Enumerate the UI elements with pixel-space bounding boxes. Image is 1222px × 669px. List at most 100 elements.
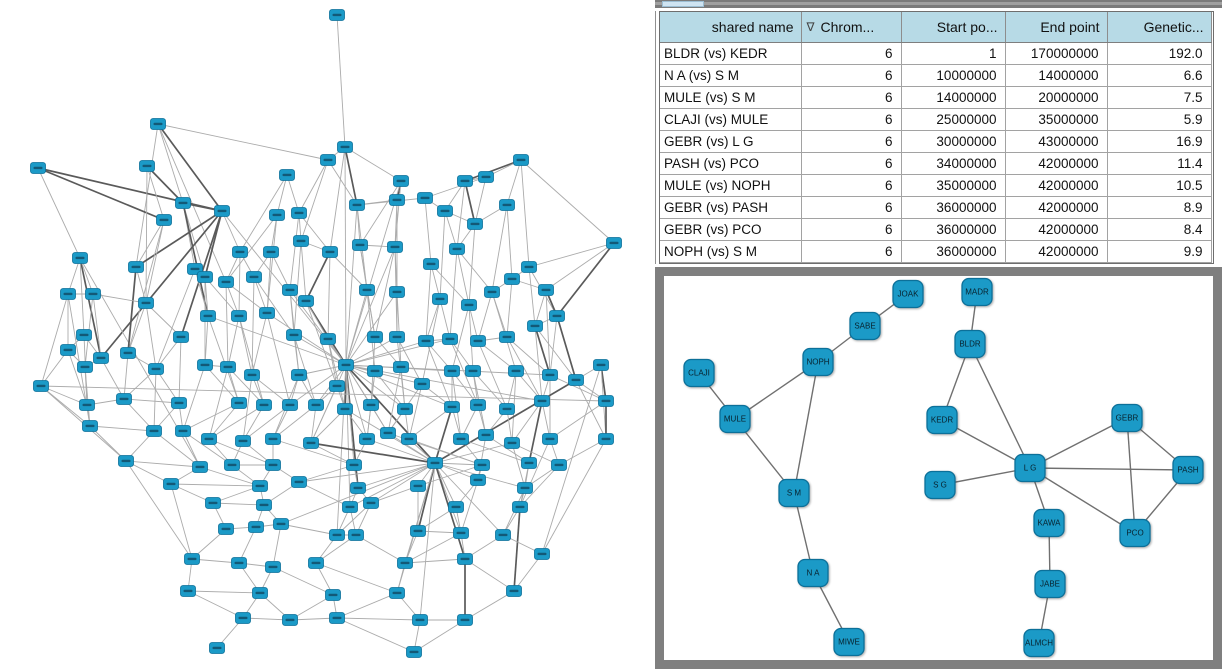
network-node[interactable]: [470, 474, 486, 486]
value-cell[interactable]: 20000000: [1005, 86, 1108, 109]
network-node[interactable]: [499, 403, 515, 415]
network-node[interactable]: [269, 209, 285, 221]
value-cell[interactable]: 42000000: [1005, 240, 1108, 263]
subnetwork-node-mule[interactable]: MULE: [719, 404, 751, 434]
table-header-cell-3[interactable]: End point: [1004, 12, 1108, 43]
network-node[interactable]: [432, 293, 448, 305]
value-cell[interactable]: 8.4: [1107, 218, 1212, 241]
value-cell[interactable]: 192.0: [1107, 42, 1212, 65]
value-cell[interactable]: 36000000: [901, 218, 1006, 241]
network-node[interactable]: [363, 399, 379, 411]
network-node[interactable]: [606, 237, 622, 249]
network-node[interactable]: [478, 429, 494, 441]
network-node[interactable]: [417, 192, 433, 204]
edge-name-cell[interactable]: BLDR (vs) KEDR: [660, 42, 802, 65]
network-node[interactable]: [205, 497, 221, 509]
network-node[interactable]: [33, 380, 49, 392]
network-node[interactable]: [291, 476, 307, 488]
subnetwork-node-madr[interactable]: MADR: [961, 277, 993, 307]
table-row[interactable]: GEBR (vs) PCO 6 36000000 42000000 8.4: [660, 218, 1212, 241]
network-node[interactable]: [495, 529, 511, 541]
table-row[interactable]: BLDR (vs) KEDR 6 1 170000000 192.0: [660, 42, 1212, 65]
network-node[interactable]: [30, 162, 46, 174]
network-node[interactable]: [138, 297, 154, 309]
value-cell[interactable]: 14000000: [1005, 64, 1108, 87]
network-node[interactable]: [171, 397, 187, 409]
network-node[interactable]: [444, 365, 460, 377]
network-node[interactable]: [338, 359, 354, 371]
table-row[interactable]: MULE (vs) S M 6 14000000 20000000 7.5: [660, 86, 1212, 109]
value-cell[interactable]: 6: [801, 130, 902, 153]
subnetwork-edge[interactable]: [1029, 417, 1128, 469]
network-node[interactable]: [256, 399, 272, 411]
subnetwork-edge[interactable]: [969, 343, 1031, 469]
value-cell[interactable]: 35000000: [901, 174, 1006, 197]
network-node[interactable]: [598, 433, 614, 445]
network-node[interactable]: [551, 459, 567, 471]
network-node[interactable]: [139, 160, 155, 172]
subnetwork-node-miwe[interactable]: MIWE: [833, 627, 865, 657]
network-node[interactable]: [504, 273, 520, 285]
network-node[interactable]: [282, 614, 298, 626]
network-node[interactable]: [414, 378, 430, 390]
value-cell[interactable]: 1: [901, 42, 1006, 65]
subnetwork-node-kedr[interactable]: KEDR: [926, 405, 958, 435]
network-node[interactable]: [397, 403, 413, 415]
network-node[interactable]: [231, 397, 247, 409]
value-cell[interactable]: 170000000: [1005, 42, 1108, 65]
network-node[interactable]: [279, 169, 295, 181]
value-cell[interactable]: 34000000: [901, 152, 1006, 175]
value-cell[interactable]: 7.5: [1107, 86, 1212, 109]
network-node[interactable]: [150, 118, 166, 130]
value-cell[interactable]: 10000000: [901, 64, 1006, 87]
network-node[interactable]: [265, 433, 281, 445]
value-cell[interactable]: 14000000: [901, 86, 1006, 109]
subnetwork-node-almch[interactable]: ALMCH: [1023, 628, 1055, 658]
network-node[interactable]: [393, 175, 409, 187]
network-node[interactable]: [406, 646, 422, 658]
network-node[interactable]: [291, 207, 307, 219]
network-node[interactable]: [474, 459, 490, 471]
network-node[interactable]: [352, 239, 368, 251]
network-node[interactable]: [513, 154, 529, 166]
network-node[interactable]: [200, 310, 216, 322]
network-node[interactable]: [363, 497, 379, 509]
network-node[interactable]: [184, 553, 200, 565]
network-node[interactable]: [534, 548, 550, 560]
subnetwork-node-noph[interactable]: NOPH: [802, 347, 834, 377]
value-cell[interactable]: 25000000: [901, 108, 1006, 131]
network-node[interactable]: [389, 194, 405, 206]
network-node[interactable]: [512, 501, 528, 513]
value-cell[interactable]: 9.9: [1107, 240, 1212, 263]
network-node[interactable]: [265, 561, 281, 573]
network-node[interactable]: [303, 437, 319, 449]
network-node[interactable]: [389, 587, 405, 599]
network-node[interactable]: [180, 585, 196, 597]
subnetwork-node-claji[interactable]: CLAJI: [683, 358, 715, 388]
edge-name-cell[interactable]: GEBR (vs) PCO: [660, 218, 802, 241]
network-node[interactable]: [308, 399, 324, 411]
network-node[interactable]: [389, 331, 405, 343]
table-header-cell-4[interactable]: Genetic...: [1106, 12, 1212, 43]
network-node[interactable]: [148, 363, 164, 375]
edge-name-cell[interactable]: CLAJI (vs) MULE: [660, 108, 802, 131]
network-node[interactable]: [517, 482, 533, 494]
network-node[interactable]: [120, 347, 136, 359]
network-node[interactable]: [457, 614, 473, 626]
network-node[interactable]: [60, 288, 76, 300]
table-row[interactable]: GEBR (vs) L G 6 30000000 43000000 16.9: [660, 130, 1212, 153]
network-node[interactable]: [380, 427, 396, 439]
network-node[interactable]: [457, 175, 473, 187]
network-node[interactable]: [214, 205, 230, 217]
value-cell[interactable]: 35000000: [1005, 108, 1108, 131]
edge-name-cell[interactable]: MULE (vs) S M: [660, 86, 802, 109]
network-node[interactable]: [76, 329, 92, 341]
value-cell[interactable]: 6: [801, 64, 902, 87]
network-node[interactable]: [401, 433, 417, 445]
network-node[interactable]: [248, 521, 264, 533]
network-node[interactable]: [220, 361, 236, 373]
network-node[interactable]: [235, 612, 251, 624]
network-node[interactable]: [453, 527, 469, 539]
network-node[interactable]: [506, 585, 522, 597]
value-cell[interactable]: 6.6: [1107, 64, 1212, 87]
